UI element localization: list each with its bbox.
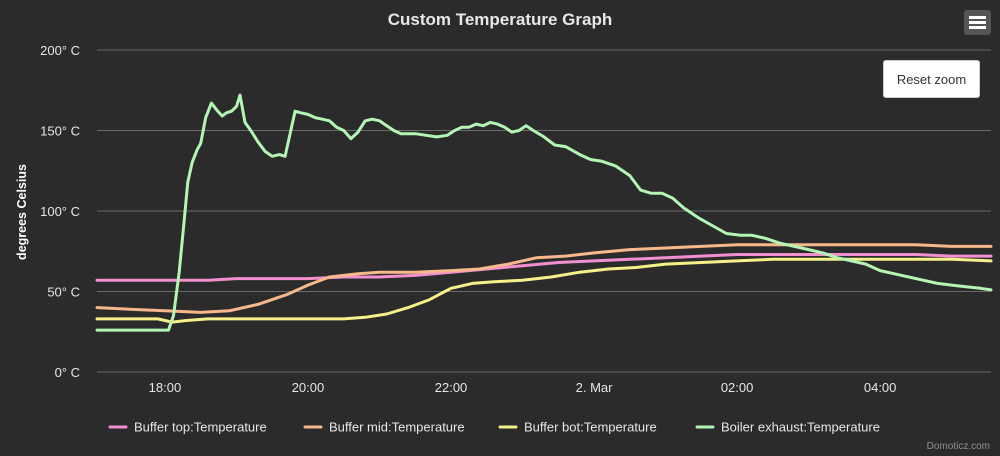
legend-item-1[interactable]: Buffer top:Temperature bbox=[108, 420, 267, 435]
chart-title: Custom Temperature Graph bbox=[388, 10, 613, 29]
legend-item-4[interactable]: Boiler exhaust:Temperature bbox=[695, 420, 880, 435]
legend[interactable]: Buffer top:Temperature Buffer mid:Tempera… bbox=[108, 420, 880, 435]
x-tick-label: 20:00 bbox=[292, 380, 325, 395]
x-tick-label: 04:00 bbox=[864, 380, 897, 395]
y-tick-label: 100° C bbox=[40, 204, 80, 219]
y-tick-label: 0° C bbox=[55, 365, 80, 380]
hamburger-menu-icon bbox=[969, 16, 986, 29]
x-tick-label: 2. Mar bbox=[576, 380, 614, 395]
series-line-2[interactable] bbox=[95, 243, 993, 314]
legend-label: Buffer mid:Temperature bbox=[329, 420, 465, 435]
legend-label: Buffer bot:Temperature bbox=[524, 420, 657, 435]
x-tick-label: 02:00 bbox=[721, 380, 754, 395]
credits-link[interactable]: Domoticz.com bbox=[927, 441, 990, 452]
y-axis-title: degrees Celsius bbox=[15, 164, 29, 260]
y-axis-ticks: 0° C 50° C 100° C 150° C 200° C bbox=[40, 43, 80, 380]
legend-label: Buffer top:Temperature bbox=[134, 420, 267, 435]
reset-zoom-button[interactable]: Reset zoom bbox=[883, 60, 980, 98]
chart-menu-button[interactable] bbox=[964, 10, 991, 35]
x-tick-label: 22:00 bbox=[435, 380, 468, 395]
series-line-1[interactable] bbox=[95, 253, 993, 282]
x-axis-ticks: 18:00 20:00 22:00 2. Mar 02:00 04:00 bbox=[149, 380, 897, 395]
series-line-3[interactable] bbox=[95, 257, 993, 324]
y-tick-label: 150° C bbox=[40, 124, 80, 139]
grid-lines bbox=[97, 49, 991, 373]
y-tick-label: 200° C bbox=[40, 43, 80, 58]
legend-item-3[interactable]: Buffer bot:Temperature bbox=[498, 420, 657, 435]
x-tick-label: 18:00 bbox=[149, 380, 182, 395]
series-lines[interactable] bbox=[95, 93, 993, 332]
y-tick-label: 50° C bbox=[47, 285, 80, 300]
legend-label: Boiler exhaust:Temperature bbox=[721, 420, 880, 435]
legend-item-2[interactable]: Buffer mid:Temperature bbox=[303, 420, 465, 435]
series-line-4[interactable] bbox=[95, 93, 993, 332]
